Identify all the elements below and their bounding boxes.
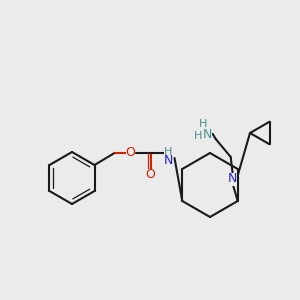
Text: H: H xyxy=(199,119,207,129)
Text: N: N xyxy=(203,128,212,140)
Text: O: O xyxy=(126,146,136,160)
Text: O: O xyxy=(146,169,155,182)
Text: H: H xyxy=(164,147,173,157)
Text: N: N xyxy=(228,172,237,185)
Text: H: H xyxy=(194,131,202,141)
Text: N: N xyxy=(164,154,173,167)
